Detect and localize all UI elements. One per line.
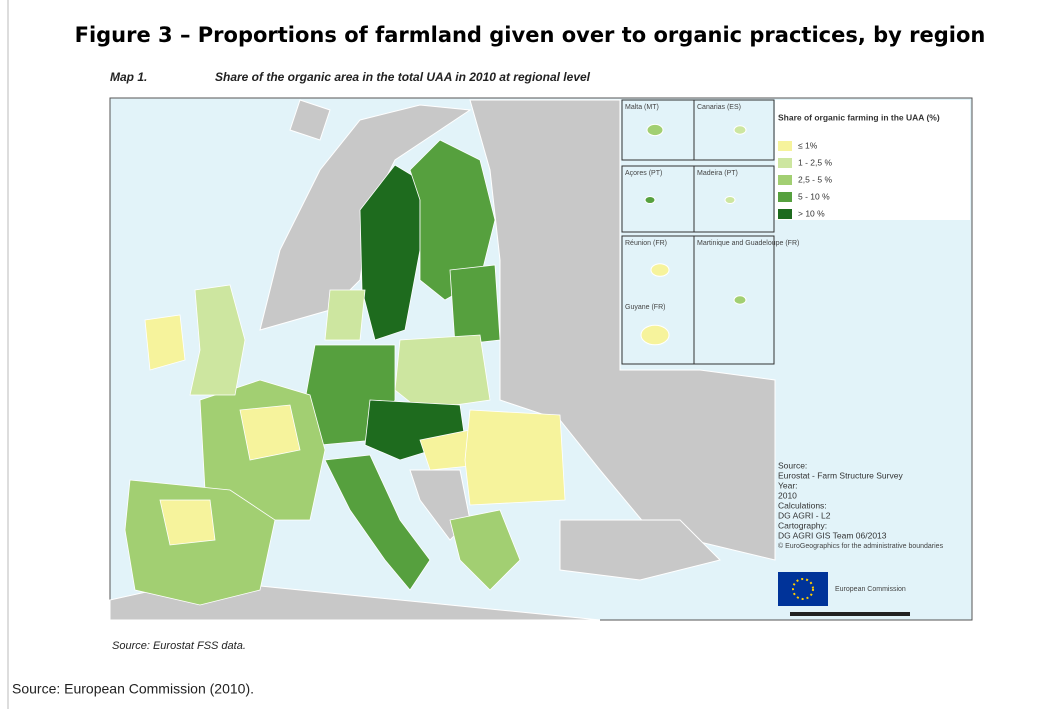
inset-label: Réunion (FR): [625, 240, 667, 247]
denmark: [324, 289, 366, 341]
credit-line: 2010: [778, 490, 797, 500]
inset-label: Malta (MT): [625, 104, 659, 111]
russia-east: [469, 99, 776, 561]
greece: [449, 509, 521, 591]
inset-island: [646, 123, 664, 137]
logo-text: European Commission: [835, 586, 906, 593]
credit-line: Eurostat - Farm Structure Survey: [778, 470, 903, 480]
figure-title: Figure 3 – Proportions of farmland given…: [75, 23, 986, 47]
inset-box: [621, 165, 695, 233]
legend-label: ≤ 1%: [798, 140, 818, 150]
legend: Share of organic farming in the UAA (%) ≤…: [775, 100, 970, 220]
insets: Malta (MT) Canarias (ES) Açores (PT) Madeir…: [621, 99, 799, 365]
inset-label: Martinique and Guadeloupe (FR): [697, 240, 799, 247]
italy: [324, 454, 431, 591]
credit-line: DG AGRI GIS Team 06/2013: [778, 530, 887, 540]
inset-island: [640, 324, 670, 346]
iceland: [289, 99, 331, 141]
legend-swatch: [778, 192, 792, 202]
france-north: [239, 404, 301, 461]
inset-label: Guyane (FR): [625, 304, 665, 311]
legend-title: Share of organic farming in the UAA (%): [778, 112, 940, 122]
inset-label: Açores (PT): [625, 170, 662, 177]
map-source: Source: Eurostat FSS data.: [112, 640, 246, 652]
figure-source: Source: European Commission (2010).: [12, 681, 254, 697]
credit-line: Calculations:: [778, 500, 827, 510]
legend-label: 2,5 - 5 %: [798, 174, 832, 184]
baltics: [449, 264, 501, 346]
inset-island: [733, 295, 747, 305]
turkey: [559, 519, 721, 581]
legend-label: 1 - 2,5 %: [798, 157, 832, 167]
map-label: Map 1.: [110, 70, 147, 84]
credit-line: Cartography:: [778, 520, 827, 530]
great-britain: [189, 284, 246, 396]
eu-stars: [792, 578, 814, 600]
eu-flag: [778, 572, 828, 606]
iberia-centre: [159, 499, 216, 546]
legend-swatch: [778, 158, 792, 168]
inset-label: Canarias (ES): [697, 104, 741, 111]
credit-line: Source:: [778, 460, 807, 470]
romania-bulgaria: [464, 409, 566, 506]
scale-bar: [790, 612, 910, 616]
legend-label: 5 - 10 %: [798, 191, 830, 201]
credit-line: © EuroGeographics for the administrative…: [778, 542, 944, 550]
legend-label: > 10 %: [798, 208, 825, 218]
inset-island: [733, 125, 747, 135]
credit-line: DG AGRI - L2: [778, 510, 831, 520]
poland: [394, 334, 491, 411]
credits: Source:Eurostat - Farm Structure SurveyY…: [778, 460, 944, 550]
legend-box: [775, 100, 970, 220]
ireland: [144, 314, 186, 371]
legend-swatch: [778, 141, 792, 151]
inset-island: [650, 263, 670, 277]
credit-line: Year:: [778, 480, 798, 490]
inset-island: [644, 196, 656, 204]
inset-island: [724, 196, 736, 204]
legend-swatch: [778, 209, 792, 219]
legend-swatch: [778, 175, 792, 185]
map-title: Share of the organic area in the total U…: [215, 70, 591, 84]
eu-logo: European Commission: [778, 572, 910, 616]
inset-label: Madeira (PT): [697, 170, 738, 177]
